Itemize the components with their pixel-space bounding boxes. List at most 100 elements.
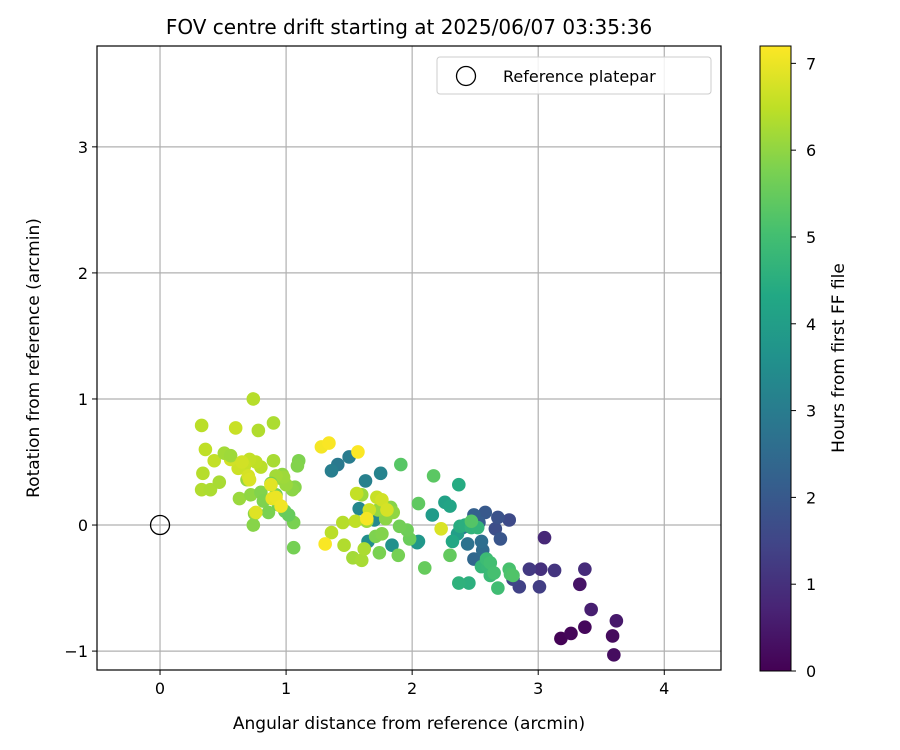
data-point	[336, 515, 350, 530]
legend-open-circle-marker	[455, 65, 477, 87]
data-point	[337, 538, 351, 552]
plot-frame	[96, 45, 722, 671]
x-axis-ticks: 0 1 2 3 4	[155, 670, 669, 698]
data-point	[488, 522, 503, 536]
x-axis-label: Angular distance from reference (arcmin)	[233, 714, 585, 734]
data-point	[584, 602, 598, 617]
data-point	[232, 491, 247, 506]
colorbar-tick-label: 7	[806, 54, 816, 73]
data-point	[249, 505, 263, 520]
data-point	[487, 566, 501, 580]
data-point	[264, 477, 278, 492]
reference-point	[149, 514, 171, 536]
y-tick-label: 3	[78, 138, 88, 157]
data-point	[380, 503, 394, 517]
data-point	[502, 513, 517, 527]
grid	[97, 46, 721, 670]
data-point	[506, 568, 520, 583]
colorbar-tick-label: 4	[806, 315, 816, 334]
data-point	[352, 501, 367, 516]
data-point	[464, 514, 479, 529]
data-point	[443, 499, 457, 513]
data-point	[460, 537, 475, 551]
data-point	[358, 474, 373, 488]
data-point	[607, 648, 621, 662]
colorbar-tick-label: 2	[806, 488, 816, 507]
data-point	[537, 530, 552, 545]
data-point	[564, 626, 578, 641]
legend-entry-label: Reference platepar	[503, 67, 656, 86]
data-point	[348, 514, 363, 529]
data-point	[533, 562, 548, 576]
data-point	[391, 548, 406, 563]
data-point	[451, 477, 466, 492]
y-axis-label: Rotation from reference (arcmin)	[24, 218, 44, 498]
data-point	[357, 542, 372, 556]
data-point	[251, 423, 266, 438]
data-point	[462, 576, 476, 590]
data-point	[194, 418, 209, 433]
y-axis-ticks: −1 0 1 2 3	[64, 138, 97, 661]
colorbar-tick-label: 0	[806, 662, 816, 681]
reference-platepar-marker	[149, 514, 171, 536]
data-point	[417, 561, 432, 575]
data-point	[491, 581, 505, 595]
data-point	[246, 518, 261, 532]
colorbar-tick-label: 6	[806, 141, 816, 160]
colorbar-ticks: 0 1 2 3 4 5 6 7	[791, 54, 816, 681]
data-point	[235, 455, 249, 469]
colorbar-label: Hours from first FF file	[829, 263, 849, 453]
data-point	[198, 442, 213, 457]
colorbar-tick-label: 3	[806, 402, 816, 421]
data-point	[375, 527, 389, 541]
data-point	[425, 508, 440, 522]
data-point	[522, 562, 537, 576]
data-point	[491, 510, 505, 525]
data-point	[609, 614, 624, 628]
y-tick-label: 0	[78, 516, 88, 535]
data-point	[373, 466, 388, 481]
data-point	[266, 416, 281, 430]
data-point	[354, 553, 369, 568]
y-tick-label: 2	[78, 264, 88, 283]
colorbar-gradient	[759, 45, 792, 672]
data-point	[372, 545, 387, 560]
data-point	[228, 421, 243, 435]
data-point	[266, 453, 281, 468]
data-point	[196, 466, 210, 481]
x-tick-label: 0	[155, 679, 165, 698]
data-point	[281, 508, 296, 522]
data-point	[359, 511, 374, 526]
data-point	[554, 631, 568, 646]
data-point	[445, 534, 460, 549]
data-point	[474, 534, 489, 549]
data-point	[324, 464, 339, 478]
chart-title: FOV centre drift starting at 2025/06/07 …	[166, 15, 652, 39]
data-point	[274, 499, 288, 513]
data-point	[493, 532, 508, 546]
data-point	[443, 548, 457, 563]
data-points	[194, 392, 624, 662]
data-point	[318, 537, 332, 551]
data-point	[290, 458, 305, 473]
data-point	[392, 519, 407, 534]
data-point	[434, 522, 448, 536]
data-point	[261, 505, 276, 520]
data-point	[324, 525, 339, 540]
x-tick-label: 2	[407, 679, 417, 698]
data-point	[242, 472, 257, 487]
data-point	[411, 496, 426, 511]
legend: Reference platepar	[436, 56, 712, 95]
data-point	[573, 577, 587, 592]
data-point	[212, 475, 227, 489]
data-point	[478, 505, 493, 520]
data-point	[207, 453, 222, 468]
data-point	[426, 469, 441, 483]
colorbar-tick-label: 1	[806, 575, 816, 594]
data-point	[451, 576, 466, 590]
data-point	[547, 563, 562, 578]
data-point	[223, 448, 238, 463]
x-tick-label: 4	[659, 679, 669, 698]
